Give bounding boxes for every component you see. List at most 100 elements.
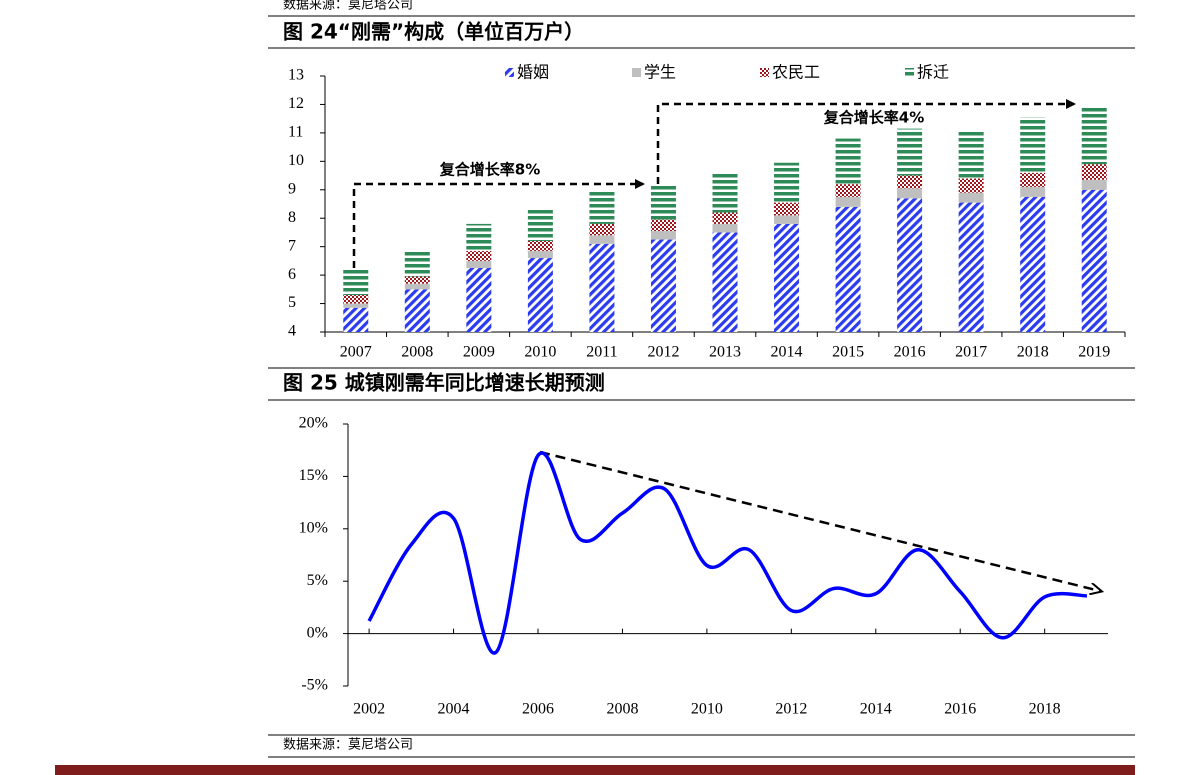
y-tick-label: 6 xyxy=(288,266,296,283)
x-tick-label: 2011 xyxy=(586,344,617,361)
x-tick-label: 2012 xyxy=(647,344,679,361)
y-tick-label: 10 xyxy=(288,152,304,169)
bar-segment xyxy=(958,192,984,203)
bar-segment xyxy=(589,223,615,236)
x-tick-label: 2016 xyxy=(894,344,926,361)
bar-segment xyxy=(712,223,738,233)
bar-segment xyxy=(835,206,861,332)
bar-segment xyxy=(466,260,492,268)
x-tick-label: 2019 xyxy=(1078,344,1110,361)
bar-segment xyxy=(897,128,923,176)
x-tick-label: 2014 xyxy=(860,701,892,718)
x-tick-label: 2006 xyxy=(522,701,554,718)
bar-segment xyxy=(1081,164,1107,180)
growth-arrow xyxy=(352,179,645,268)
x-tick-label: 2010 xyxy=(691,701,723,718)
bar-segment xyxy=(650,185,676,220)
legend-label: 拆迁 xyxy=(917,63,949,82)
bar-segment xyxy=(343,269,369,296)
bar-segment xyxy=(958,178,984,193)
trend-arrow xyxy=(539,450,1100,591)
y-tick-label: 13 xyxy=(288,67,304,84)
bar-segment xyxy=(1020,172,1046,187)
bar-segment xyxy=(589,189,615,224)
bar-segment xyxy=(650,239,676,332)
x-tick-label: 2013 xyxy=(709,344,741,361)
x-tick-label: 2016 xyxy=(944,701,976,718)
bar-segment xyxy=(589,243,615,332)
x-tick-label: 2014 xyxy=(771,344,803,361)
bar-segment xyxy=(897,198,923,332)
legend-label: 婚姻 xyxy=(517,63,549,82)
bar-segment xyxy=(527,250,553,259)
legend-label: 农民工 xyxy=(772,63,820,82)
x-tick-label: 2007 xyxy=(340,344,372,361)
x-tick-label: 2010 xyxy=(524,344,556,361)
bar-segment xyxy=(650,231,676,240)
bar-segment xyxy=(466,223,492,251)
y-tick-label: 5% xyxy=(307,572,328,589)
growth-arrow xyxy=(656,99,1076,184)
x-tick-label: 2015 xyxy=(832,344,864,361)
bar-segment xyxy=(712,172,738,213)
y-tick-label: 5 xyxy=(288,294,296,311)
y-tick-label: 8 xyxy=(288,209,296,226)
bar-segment xyxy=(466,250,492,261)
bar-segment xyxy=(343,307,369,332)
y-tick-label: 10% xyxy=(299,519,328,536)
y-tick-label: 4 xyxy=(288,323,296,340)
bar-segment xyxy=(835,184,861,197)
bar-segment xyxy=(343,303,369,308)
bar-segment xyxy=(1020,117,1046,173)
y-tick-label: 9 xyxy=(288,180,296,197)
annotation: 复合增长率8% xyxy=(439,161,540,179)
x-tick-label: 2012 xyxy=(775,701,807,718)
bar-segment xyxy=(466,268,492,332)
y-tick-label: -5% xyxy=(301,677,328,694)
bar-segment xyxy=(835,138,861,185)
bar-segment xyxy=(527,258,553,332)
bar-segment xyxy=(404,289,430,332)
bar-segment xyxy=(897,175,923,189)
bar-segment xyxy=(958,202,984,332)
bar-segment xyxy=(712,212,738,224)
y-tick-label: 7 xyxy=(288,237,296,254)
bar-segment xyxy=(774,202,800,216)
bar-segment xyxy=(774,162,800,203)
x-tick-label: 2017 xyxy=(955,344,987,361)
legend-swatch xyxy=(632,68,641,77)
y-tick-label: 20% xyxy=(299,415,328,432)
y-tick-label: 12 xyxy=(288,95,304,112)
bar-segment xyxy=(712,232,738,332)
header-source: 数据来源：莫尼塔公司 xyxy=(283,0,413,13)
bar-segment xyxy=(589,235,615,244)
footer-source: 数据来源：莫尼塔公司 xyxy=(283,738,413,753)
data-line xyxy=(367,451,1087,655)
legend-swatch xyxy=(905,68,914,77)
bar-segment xyxy=(527,240,553,251)
y-tick-label: 0% xyxy=(307,624,328,641)
x-tick-label: 2002 xyxy=(353,701,385,718)
x-tick-label: 2009 xyxy=(463,344,495,361)
bar-segment xyxy=(650,219,676,232)
bar-segment xyxy=(1020,196,1046,332)
bar-segment xyxy=(1081,107,1107,165)
y-tick-label: 15% xyxy=(299,467,328,484)
x-tick-label: 2018 xyxy=(1029,701,1061,718)
y-tick-label: 11 xyxy=(288,124,303,141)
bar-segment xyxy=(1020,186,1046,197)
figure-title: 图 24“刚需”构成（单位百万户） xyxy=(283,20,584,44)
x-tick-label: 2004 xyxy=(438,701,470,718)
legend-swatch xyxy=(760,68,769,77)
figure-title: 图 25 城镇刚需年同比增速长期预测 xyxy=(283,371,605,395)
bar-segment xyxy=(774,215,800,224)
bar-segment xyxy=(343,295,369,304)
bar-segment xyxy=(1081,189,1107,332)
legend-swatch xyxy=(505,68,514,77)
bar-segment xyxy=(527,209,553,241)
bar-segment xyxy=(1081,179,1107,190)
bar-segment xyxy=(897,188,923,199)
bar-segment xyxy=(404,283,430,290)
bar-segment xyxy=(404,276,430,284)
